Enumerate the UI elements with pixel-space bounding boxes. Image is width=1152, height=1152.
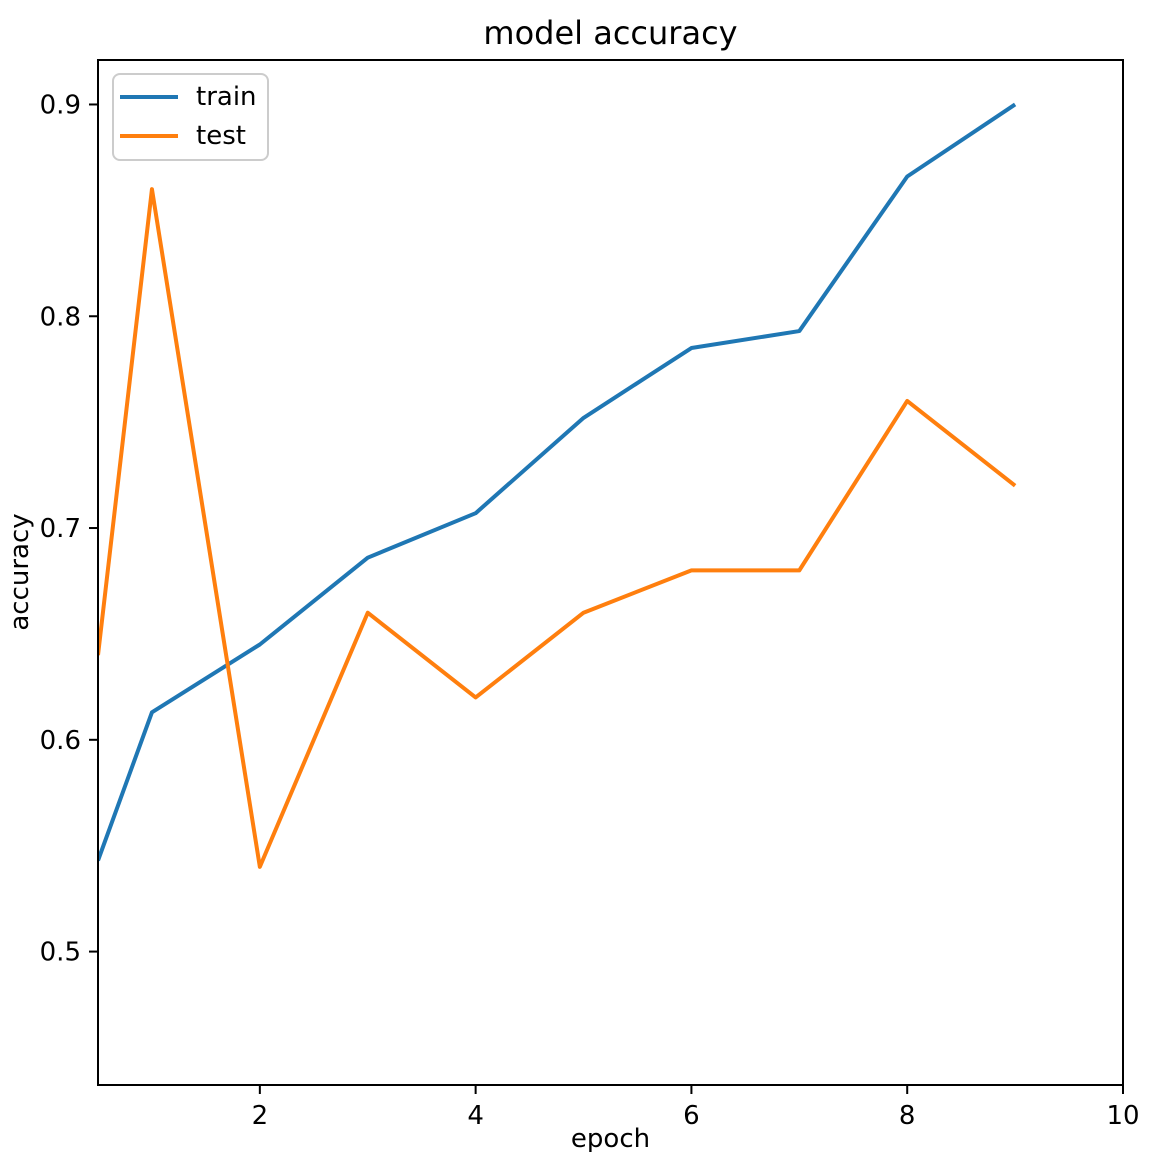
legend-label-test: test (196, 120, 246, 151)
test-line-sample (120, 133, 178, 138)
legend-label-train: train (196, 81, 257, 112)
train-line-sample (120, 94, 178, 99)
y-tick-label: 0.6 (40, 726, 81, 756)
y-tick-label: 0.8 (40, 302, 81, 332)
x-tick-label: 8 (899, 1101, 916, 1131)
y-tick-label: 0.9 (40, 90, 81, 120)
test-line (98, 187, 1017, 869)
x-tick-label: 4 (467, 1101, 484, 1131)
y-tick-label: 0.5 (40, 938, 81, 968)
legend: train test (112, 73, 269, 161)
chart-title: model accuracy (483, 14, 738, 52)
axes-spines (97, 59, 1124, 1086)
y-tick-label: 0.7 (40, 514, 81, 544)
x-axis-label: epoch (570, 1124, 651, 1152)
x-tick-label: 10 (1106, 1101, 1139, 1131)
legend-entry-test: test (114, 116, 267, 155)
train-line (98, 102, 1017, 862)
series-lines (98, 102, 1017, 869)
x-tick-label: 6 (683, 1101, 700, 1131)
legend-entry-train: train (114, 77, 267, 116)
x-tick-label: 2 (252, 1101, 269, 1131)
